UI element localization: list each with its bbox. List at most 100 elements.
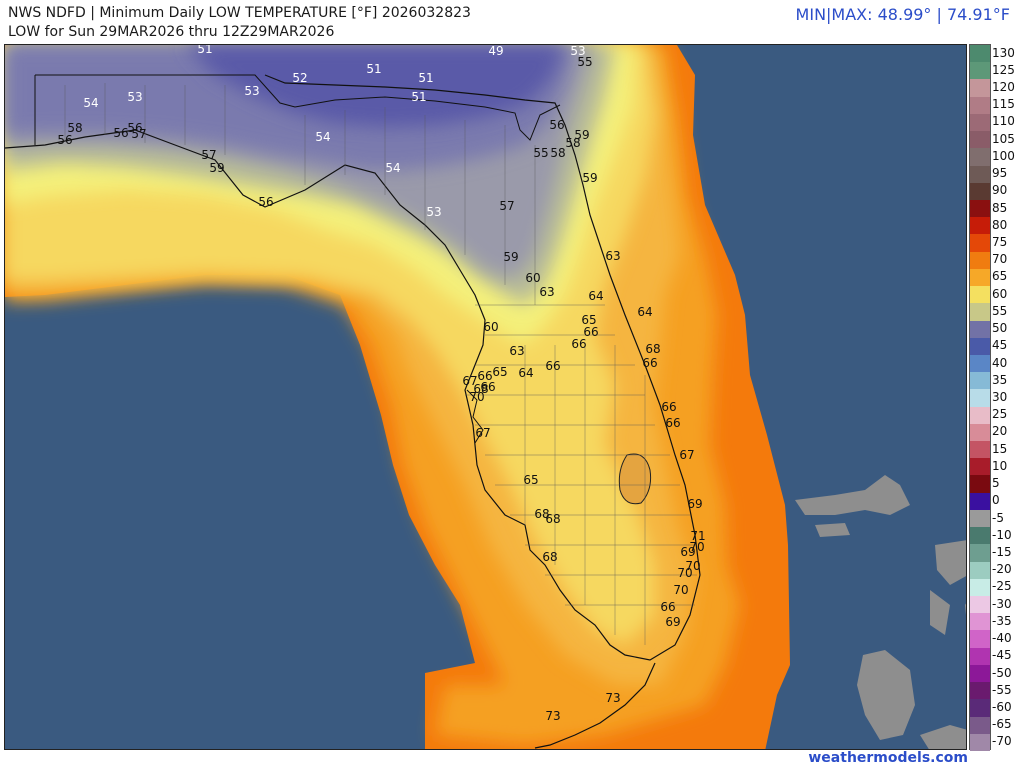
colorbar-tick-label: 80 [992,217,1008,232]
colorbar-tick-label: 130 [992,45,1015,60]
temp-label: 70 [673,583,689,597]
colorbar-tick-label: 100 [992,148,1015,163]
colorbar-tick-label: 85 [992,200,1008,215]
temp-label: 56 [127,121,143,135]
colorbar-tick-label: -25 [992,579,1012,594]
colorbar-tick-label: 95 [992,166,1008,181]
temp-label: 49 [488,44,504,58]
colorbar-swatch [970,148,990,167]
colorbar-swatch [970,441,990,459]
colorbar-swatch [970,268,990,287]
temp-label: 66 [545,359,561,373]
map-subtitle: LOW for Sun 29MAR2026 thru 12Z29MAR2026 [8,24,335,40]
temp-label: 59 [209,161,225,175]
colorbar-tick-label: 15 [992,441,1008,456]
temp-label: 64 [637,305,653,319]
temp-label: 70 [689,540,705,554]
colorbar-tick-label: -15 [992,544,1012,559]
temp-label: 60 [525,271,541,285]
colorbar-swatch [970,96,990,115]
colorbar-tick-label: 40 [992,355,1008,370]
temperature-map[interactable]: 51 49 53 55 51 52 51 53 51 54 53 58 56 56 56 57 54 56 59 58… [4,44,967,750]
temp-label: 70 [685,559,701,573]
colorbar-tick-label: 45 [992,338,1008,353]
colorbar-tick-label: -40 [992,631,1012,646]
colorbar-swatch [970,475,990,494]
temp-label: 56 [57,133,73,147]
temp-label: 63 [605,249,621,263]
temp-label: 63 [539,285,555,299]
colorbar-swatch [970,613,990,631]
temp-label: 66 [583,325,599,339]
temp-label: 68 [542,550,558,564]
colorbar-tick-label: 20 [992,424,1008,439]
temp-label: 69 [680,545,696,559]
colorbar-tick-label: 75 [992,235,1008,250]
colorbar-swatch [970,544,990,563]
temp-label: 73 [605,691,621,705]
temp-label: 57 [131,127,147,141]
colorbar-swatch [970,406,990,425]
temp-label: 66 [477,369,493,383]
temp-label: 54 [385,161,401,175]
colorbar-swatch [970,647,990,666]
colorbar-tick-label: -20 [992,562,1012,577]
state-border-al [34,74,205,145]
temp-label: 68 [473,382,489,396]
colorbar-swatch [970,286,990,304]
tampa-bay [466,389,484,444]
state-border-ga-fl [205,74,561,141]
map-title: NWS NDFD | Minimum Daily LOW TEMPERATURE… [8,5,471,21]
temp-label: 59 [582,171,598,185]
temp-label: 53 [127,90,143,104]
temp-label: 53 [426,205,442,219]
colorbar-swatch [970,234,990,253]
temp-label: 56 [549,118,565,132]
colorbar-swatch [970,423,990,442]
temp-label: 56 [258,195,274,209]
colorbar-tick-label: 25 [992,407,1008,422]
temp-label: 56 [113,126,129,140]
county-lines [64,83,697,645]
temp-label: 73 [545,709,561,723]
colorbar-swatch [970,578,990,597]
temp-label: 71 [690,529,706,543]
colorbar-swatch [970,699,990,718]
colorbar-swatch [970,337,990,356]
temp-label: 53 [244,84,260,98]
temp-label: 65 [581,313,597,327]
temp-label: 54 [83,96,99,110]
source-credit[interactable]: weathermodels.com [808,750,968,766]
colorbar-tick-label: 35 [992,372,1008,387]
min-max-readout: MIN|MAX: 48.99° | 74.91°F [795,5,1010,24]
colorbar-tick-label: 5 [992,476,1000,491]
temp-label: 58 [550,146,566,160]
temp-label: 57 [499,199,515,213]
temp-label: 66 [661,400,677,414]
colorbar-swatch [970,372,990,390]
temp-label: 66 [642,356,658,370]
colorbar-tick-label: 125 [992,62,1015,77]
lake-okeechobee [618,453,652,505]
colorbar-swatch [970,458,990,476]
colorbar-tick-label: 60 [992,286,1008,301]
temp-label: 65 [492,365,508,379]
colorbar-tick-label: -10 [992,527,1012,542]
temp-label: 54 [315,130,331,144]
colorbar-swatch [970,389,990,408]
temp-label: 64 [588,289,604,303]
temp-label: 51 [411,90,427,104]
colorbar-swatch [970,62,990,80]
colorbar-swatch [970,509,990,528]
colorbar-swatch [970,561,990,580]
colorbar-tick-label: 65 [992,269,1008,284]
colorbar-swatch [970,303,990,321]
colorbar-tick-label: 0 [992,493,1000,508]
temp-label: 59 [503,250,519,264]
temp-label: 65 [523,473,539,487]
colorbar-tick-label: 30 [992,390,1008,404]
colorbar-swatch [970,320,990,339]
temp-label: 68 [645,342,661,356]
temp-label: 58 [67,121,83,135]
colorbar-swatch [970,217,990,235]
